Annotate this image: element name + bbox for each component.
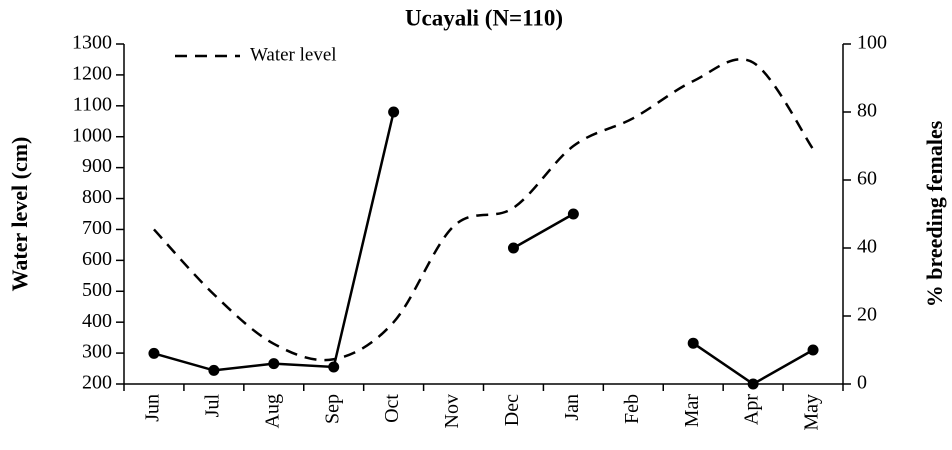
y-tick-label: 600 [82, 248, 112, 270]
y-tick-label: 1200 [72, 63, 112, 85]
y2-tick-label: 40 [857, 236, 877, 258]
x-tick-label: Sep [321, 394, 343, 424]
point [328, 361, 340, 373]
chart-title: Ucayali (N=110) [405, 5, 563, 30]
point [268, 358, 280, 370]
y-tick-label: 800 [82, 186, 112, 208]
y2-tick-label: 0 [857, 372, 867, 394]
x-tick-label: Aug [261, 394, 283, 428]
point [747, 378, 759, 390]
y-tick-label: 700 [82, 217, 112, 239]
y-tick-label: 1000 [72, 124, 112, 146]
point [807, 344, 819, 356]
point [208, 364, 220, 376]
x-tick-label: Oct [381, 394, 403, 423]
y-tick-label: 1300 [72, 32, 112, 54]
y-tick-label: 300 [82, 341, 112, 363]
y2-axis-label: % breeding females [922, 120, 947, 307]
x-tick-label: Feb [621, 394, 643, 424]
series-line [153, 111, 814, 386]
y2-tick-label: 20 [857, 304, 877, 326]
x-tick-label: Nov [441, 394, 463, 428]
point [388, 106, 400, 118]
x-tick-label: Mar [681, 394, 703, 428]
point [507, 242, 519, 254]
series-line [153, 58, 815, 362]
x-tick-label: Jul [201, 394, 223, 418]
point [148, 347, 160, 359]
x-tick-label: Jan [561, 394, 583, 421]
y2-tick-label: 60 [857, 168, 877, 190]
x-tick-label: May [801, 394, 823, 431]
y-tick-label: 1100 [73, 93, 112, 115]
y2-tick-label: 80 [857, 100, 877, 122]
point [687, 337, 699, 349]
y-axis-label: Water level (cm) [7, 137, 32, 292]
y-tick-label: 400 [82, 310, 112, 332]
point [567, 208, 579, 220]
y2-tick-label: 100 [857, 32, 887, 54]
legend-label: Water level [250, 44, 337, 65]
y-tick-label: 900 [82, 155, 112, 177]
x-tick-label: Apr [741, 394, 763, 425]
x-tick-label: Jun [142, 394, 164, 422]
y-tick-label: 500 [82, 279, 112, 301]
y-tick-label: 200 [82, 372, 112, 394]
x-tick-label: Dec [501, 394, 523, 426]
